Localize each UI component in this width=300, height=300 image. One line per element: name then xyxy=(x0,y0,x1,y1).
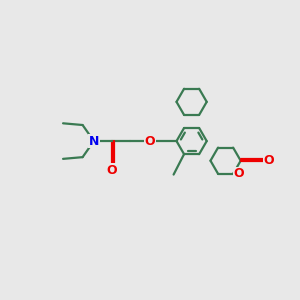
Text: O: O xyxy=(264,154,274,167)
Text: O: O xyxy=(233,167,244,180)
Text: N: N xyxy=(89,135,99,148)
Text: O: O xyxy=(107,164,118,176)
Text: O: O xyxy=(145,135,155,148)
